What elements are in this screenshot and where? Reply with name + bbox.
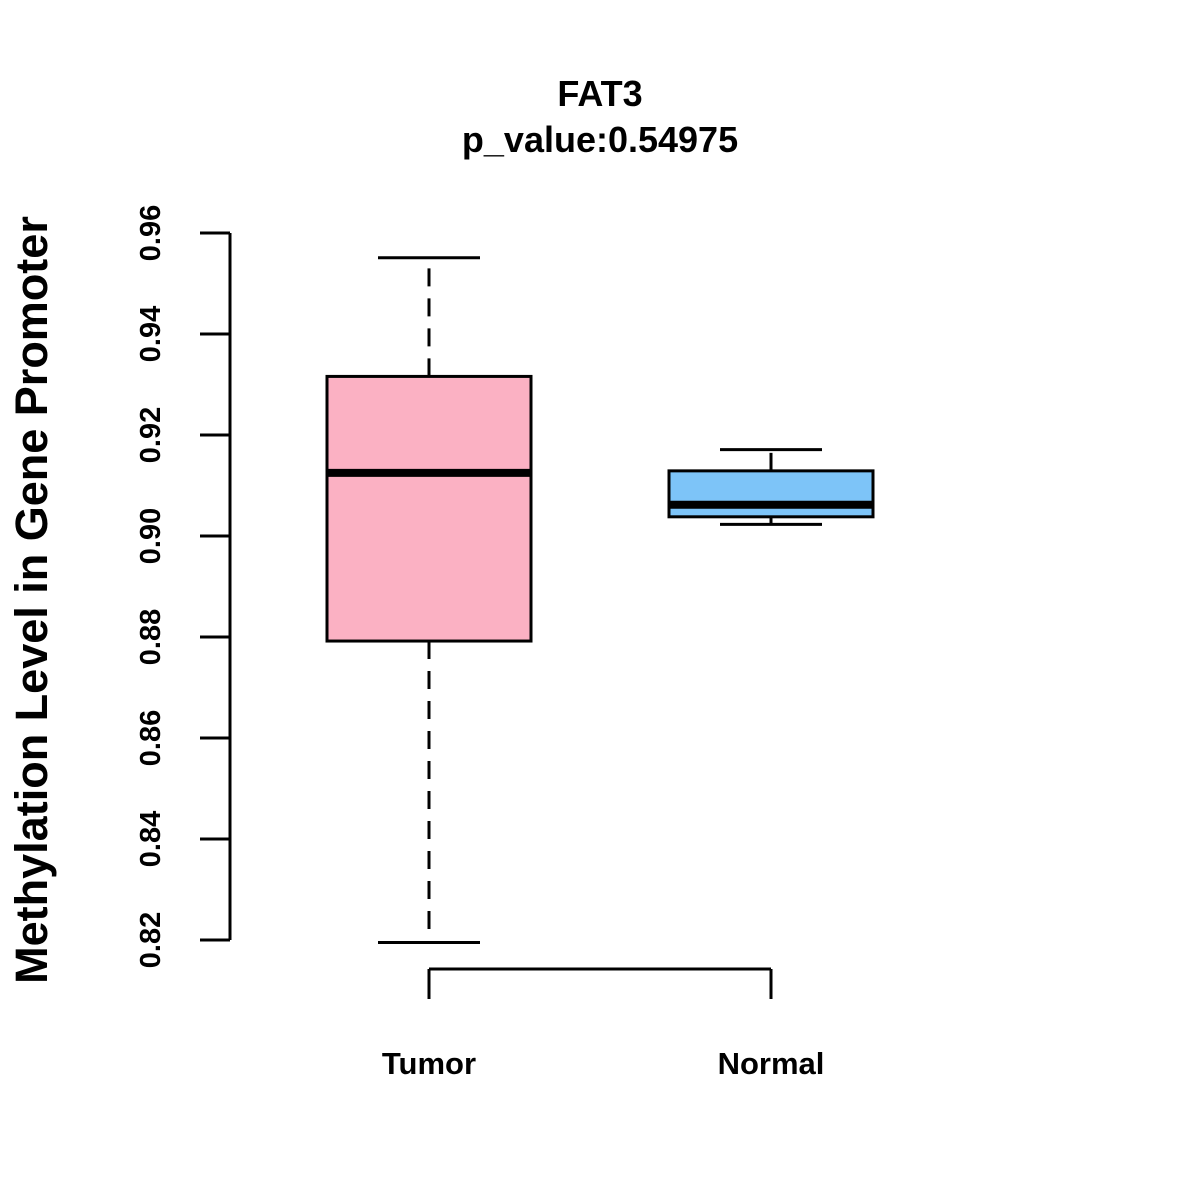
y-tick-label: 0.92 [135,407,167,463]
y-tick-label: 0.84 [135,811,167,867]
chart-title: FAT3 [557,73,642,114]
y-axis: 0.82 0.84 0.86 0.88 0.90 0.92 0.94 0.96 [135,205,232,968]
y-tick-label: 0.88 [135,609,167,665]
box-normal [667,448,875,526]
chart-subtitle: p_value:0.54975 [462,119,738,160]
x-axis: Tumor Normal [382,967,825,1081]
y-tick-label: 0.82 [135,912,167,968]
y-tick-label: 0.94 [135,306,167,362]
box-iqr [667,469,875,519]
box-series [325,256,875,945]
x-tick-label: Tumor [382,1046,476,1081]
box-iqr [325,374,533,643]
y-axis-label: Methylation Level in Gene Promoter [6,216,57,984]
x-tick-label: Normal [718,1046,825,1081]
y-tick-label: 0.90 [135,508,167,564]
y-tick-label: 0.86 [135,710,167,766]
box-tumor [325,256,533,945]
y-tick-label: 0.96 [135,205,167,261]
